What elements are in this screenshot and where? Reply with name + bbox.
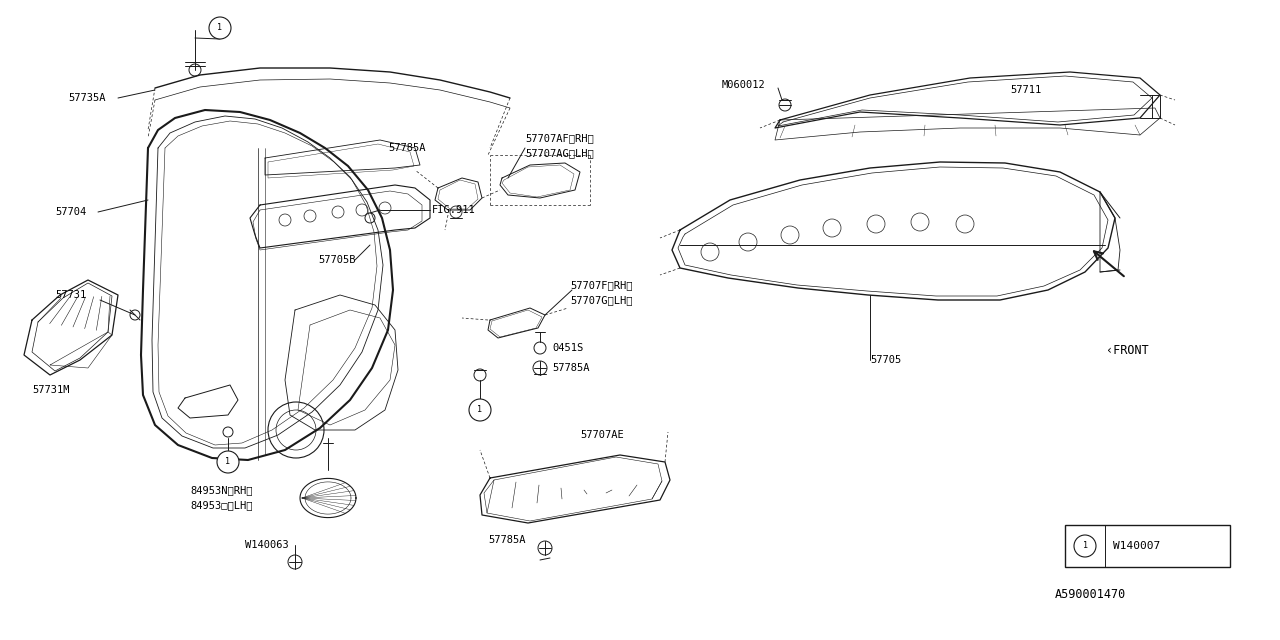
Text: 57711: 57711 bbox=[1010, 85, 1041, 95]
Text: 57735A: 57735A bbox=[68, 93, 105, 103]
Circle shape bbox=[209, 17, 230, 39]
Text: 57785A: 57785A bbox=[552, 363, 590, 373]
Text: 57785A: 57785A bbox=[488, 535, 526, 545]
Text: 84953N〈RH〉: 84953N〈RH〉 bbox=[189, 485, 252, 495]
Circle shape bbox=[1074, 535, 1096, 557]
Text: 57731: 57731 bbox=[55, 290, 86, 300]
Text: 1: 1 bbox=[1083, 541, 1088, 550]
Text: 57707AG〈LH〉: 57707AG〈LH〉 bbox=[525, 148, 594, 158]
Text: 57707G〈LH〉: 57707G〈LH〉 bbox=[570, 295, 632, 305]
Text: 1: 1 bbox=[477, 406, 483, 415]
Text: 57707AF〈RH〉: 57707AF〈RH〉 bbox=[525, 133, 594, 143]
Text: 0451S: 0451S bbox=[552, 343, 584, 353]
Text: A590001470: A590001470 bbox=[1055, 589, 1126, 602]
Text: W140063: W140063 bbox=[244, 540, 289, 550]
Text: 57731M: 57731M bbox=[32, 385, 69, 395]
Text: 57707F〈RH〉: 57707F〈RH〉 bbox=[570, 280, 632, 290]
Text: ‹FRONT: ‹FRONT bbox=[1106, 344, 1148, 356]
Text: 57705: 57705 bbox=[870, 355, 901, 365]
Text: 57705B: 57705B bbox=[317, 255, 356, 265]
Bar bbox=[1065, 525, 1230, 567]
Text: 84953□〈LH〉: 84953□〈LH〉 bbox=[189, 500, 252, 510]
Text: M060012: M060012 bbox=[722, 80, 765, 90]
Text: 1: 1 bbox=[225, 458, 230, 467]
Text: 57707AE: 57707AE bbox=[580, 430, 623, 440]
Text: FIG.911: FIG.911 bbox=[433, 205, 476, 215]
Circle shape bbox=[468, 399, 492, 421]
Text: 57704: 57704 bbox=[55, 207, 86, 217]
Circle shape bbox=[218, 451, 239, 473]
Text: W140007: W140007 bbox=[1114, 541, 1160, 551]
Text: 1: 1 bbox=[218, 24, 223, 33]
Text: 57785A: 57785A bbox=[388, 143, 425, 153]
